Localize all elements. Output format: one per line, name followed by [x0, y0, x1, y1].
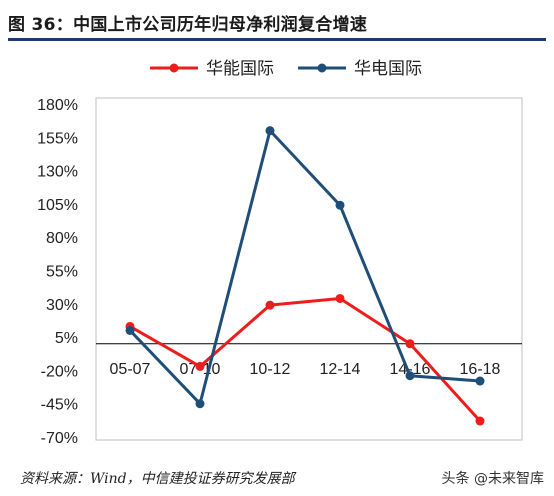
- series-line-2: [128, 129, 481, 406]
- data-point: [475, 376, 485, 386]
- data-point: [405, 339, 415, 349]
- data-point: [265, 126, 275, 136]
- y-tick-label: 180%: [37, 97, 78, 114]
- y-tick-label: 155%: [37, 130, 78, 147]
- data-point: [195, 361, 205, 371]
- series-line-1: [129, 296, 482, 423]
- x-tick-label: 12-14: [320, 361, 361, 378]
- y-tick-label: -20%: [41, 363, 78, 380]
- legend-marker-1: [169, 63, 179, 73]
- source-note: 资料来源：Wind，中信建投证券研究发展部: [20, 471, 295, 487]
- data-point: [475, 416, 485, 426]
- y-tick-label: -70%: [41, 430, 78, 447]
- y-tick-label: 5%: [55, 330, 78, 347]
- y-tick-label: 105%: [37, 197, 78, 214]
- y-tick-label: 55%: [46, 264, 78, 281]
- y-tick-label: -45%: [41, 397, 78, 414]
- x-tick-label: 10-12: [250, 361, 291, 378]
- data-point: [335, 293, 345, 303]
- y-tick-label: 130%: [37, 164, 78, 181]
- legend-label-1: 华能国际: [206, 59, 274, 79]
- data-point: [125, 325, 135, 335]
- data-point: [405, 371, 415, 381]
- data-point: [335, 200, 345, 210]
- x-tick-label: 14-16: [390, 361, 431, 378]
- x-tick-label: 16-18: [460, 361, 501, 378]
- x-tick-label: 05-07: [110, 361, 151, 378]
- data-point: [265, 300, 275, 310]
- legend-marker-2: [317, 63, 327, 73]
- data-point: [195, 399, 205, 409]
- plot-border: [95, 97, 523, 441]
- y-tick-label: 30%: [46, 297, 78, 314]
- y-tick-label: 80%: [46, 230, 78, 247]
- figure-title: 图 36：中国上市公司历年归母净利润复合增速: [8, 15, 368, 35]
- legend-label-2: 华电国际: [354, 59, 422, 79]
- title-rule: [8, 38, 546, 41]
- watermark: 头条 @未来智库: [441, 471, 544, 487]
